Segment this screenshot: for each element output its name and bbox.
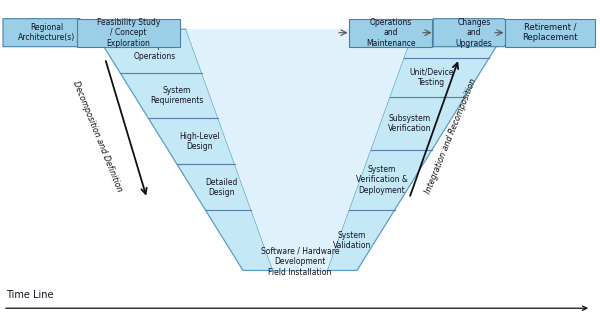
Text: Software / Hardware
Development
Field Installation: Software / Hardware Development Field In… [261,247,339,276]
Text: Integration and Recomposition: Integration and Recomposition [424,77,478,195]
Polygon shape [93,29,507,270]
Polygon shape [77,19,180,47]
Polygon shape [349,19,432,47]
Text: Retirement /
Replacement: Retirement / Replacement [523,23,578,42]
Text: System
Verification &
Deployment: System Verification & Deployment [356,165,407,195]
Text: Detailed
Design: Detailed Design [206,178,238,197]
Text: High-Level
Design: High-Level Design [179,132,220,151]
Text: Feasibility Study
/ Concept
Exploration: Feasibility Study / Concept Exploration [97,18,160,47]
Polygon shape [3,19,91,47]
Text: Operations
and
Maintenance: Operations and Maintenance [366,18,415,47]
Text: Concept of
Operations: Concept of Operations [134,41,176,61]
Text: Decomposition and Definition: Decomposition and Definition [71,79,124,193]
Text: Unit/Device
Testing: Unit/Device Testing [410,68,454,87]
Text: Changes
and
Upgrades: Changes and Upgrades [455,18,493,47]
Text: System
Validation: System Validation [333,231,371,250]
Text: System
Requirements: System Requirements [150,86,203,105]
Polygon shape [505,19,595,47]
Text: Regional
Architecture(s): Regional Architecture(s) [18,23,76,42]
Text: Subsystem
Verification: Subsystem Verification [388,114,431,133]
Text: Time Line: Time Line [6,290,53,300]
Polygon shape [433,19,515,47]
Polygon shape [186,29,414,270]
